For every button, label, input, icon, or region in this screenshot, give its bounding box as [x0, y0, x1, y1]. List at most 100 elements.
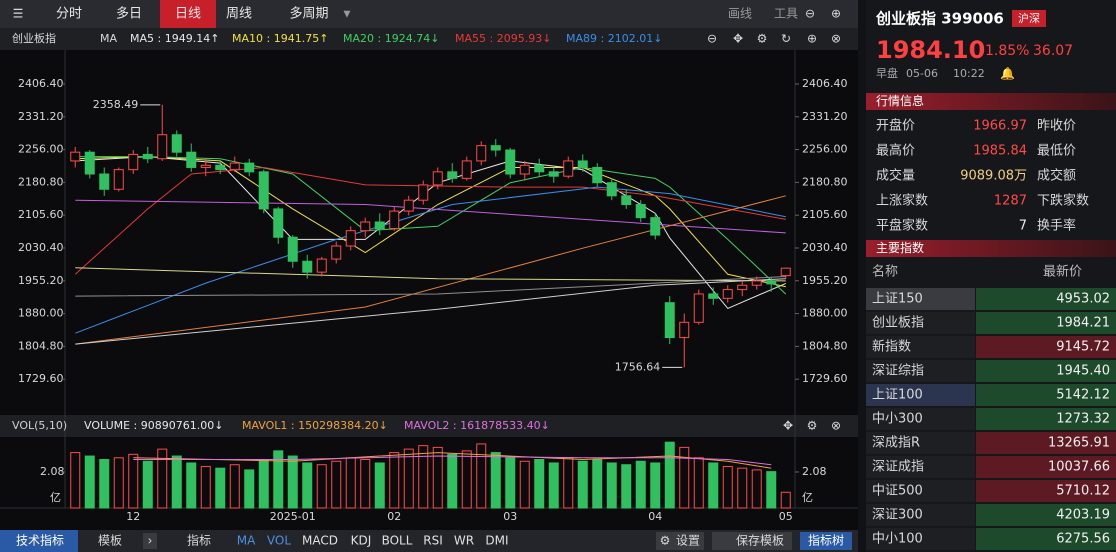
toolbar — [0, 0, 858, 28]
tree-button[interactable]: 指标树 — [808, 533, 844, 548]
name-cell[interactable] — [866, 312, 975, 334]
arrow: › — [148, 534, 153, 548]
info-label: 开盘价 — [876, 118, 915, 134]
tab[interactable]: 周线 — [226, 7, 252, 22]
candle-body — [403, 199, 414, 212]
arrow-box — [143, 533, 157, 549]
name-cell[interactable] — [866, 336, 975, 358]
indicator-item[interactable]: BOLL — [382, 534, 413, 548]
y-tick-label: 2180.80 — [802, 175, 848, 188]
session: 早盘 — [876, 66, 898, 80]
index-name[interactable]: 中小300 — [872, 412, 923, 427]
volume-bar — [592, 459, 603, 509]
name-cell[interactable] — [866, 408, 975, 430]
indicator-item[interactable]: RSI — [423, 534, 443, 548]
index-name[interactable]: 上证150 — [872, 292, 923, 307]
candle-body — [389, 210, 400, 230]
add[interactable]: ⊕ — [807, 32, 817, 46]
index-value: 5710.12 — [1056, 484, 1110, 499]
save-button[interactable]: 保存模板 — [736, 534, 784, 548]
date: 05-06 — [906, 67, 938, 80]
index-name[interactable]: 深证成指 — [872, 460, 924, 475]
name-cell[interactable] — [866, 360, 975, 382]
zoom-in[interactable]: ⊕ — [831, 7, 841, 21]
indicator-item[interactable]: MACD — [302, 534, 338, 548]
info-label: 昨收价 — [1037, 119, 1076, 134]
indicator-line — [75, 195, 786, 345]
close[interactable]: ⊗ — [831, 419, 841, 433]
y-tick-label: 2406.40 — [802, 77, 848, 90]
name-cell[interactable] — [866, 480, 975, 502]
indicator-tab[interactable]: 技术指标 — [16, 533, 64, 548]
tab[interactable]: 日线 — [175, 7, 201, 22]
candle-body — [664, 302, 675, 339]
value-cell — [976, 480, 1116, 502]
bell: 🔔 — [1000, 67, 1015, 81]
indicator-item[interactable]: VOL — [267, 534, 291, 548]
tag-bg — [1012, 10, 1046, 27]
indicator-line — [75, 156, 786, 310]
volume-bar — [186, 462, 197, 509]
tab[interactable]: 分时 — [56, 7, 82, 22]
name-cell[interactable] — [866, 384, 975, 406]
move[interactable]: ✥ — [733, 32, 743, 46]
candle-body — [447, 171, 458, 179]
candle-body — [302, 260, 313, 273]
zoom-out[interactable]: ⊖ — [805, 7, 815, 21]
index-value: 10037.66 — [1048, 460, 1110, 475]
index-value: 4203.19 — [1056, 508, 1110, 523]
indicator-line — [75, 199, 786, 234]
index-name[interactable]: 创业板指 — [872, 316, 924, 331]
settings[interactable]: ⚙ — [807, 419, 818, 433]
symbol-name: 创业板指 — [12, 31, 56, 45]
zoom-out[interactable]: ⊖ — [707, 32, 717, 46]
settings-button[interactable]: 设置 — [676, 534, 700, 548]
annotation: 1756.64 — [615, 360, 661, 373]
candle-body — [693, 293, 704, 323]
refresh[interactable]: ↻ — [781, 32, 791, 46]
draw-tool[interactable]: 画线 — [728, 7, 752, 21]
volume-bar — [650, 462, 661, 509]
tab[interactable]: 多周期 — [289, 6, 328, 22]
candle-body — [360, 221, 371, 232]
indicator-item[interactable]: MA — [237, 534, 256, 548]
volume-bar — [128, 453, 139, 509]
volume-bar — [142, 460, 153, 509]
indicator-item[interactable]: KDJ — [351, 534, 372, 548]
tools-menu[interactable]: 工具 — [774, 7, 798, 21]
candle-body — [737, 284, 748, 291]
name-cell[interactable] — [866, 528, 975, 550]
y-tick-label: 2105.60 — [802, 208, 848, 221]
close[interactable]: ⊗ — [831, 32, 841, 46]
dropdown-arrow: ▼ — [344, 10, 351, 20]
volume-bar — [534, 459, 545, 509]
candle-body — [374, 221, 385, 230]
indicator-item[interactable]: DMI — [485, 534, 508, 548]
settings[interactable]: ⚙ — [757, 32, 768, 46]
index-name[interactable]: 上证100 — [872, 388, 923, 403]
menu-icon[interactable]: ☰ — [13, 7, 24, 21]
tab[interactable]: 多日 — [116, 6, 142, 22]
ma-value: MA20 : 1924.74↓ — [343, 32, 439, 45]
index-value: 6275.56 — [1056, 532, 1110, 547]
index-name[interactable]: 中证500 — [872, 484, 923, 499]
info-value: 1985.84 — [973, 144, 1027, 159]
index-name[interactable]: 深证300 — [872, 508, 923, 523]
btn-bg — [800, 532, 852, 550]
indicator-item[interactable]: WR — [454, 534, 474, 548]
volume-bar — [374, 462, 385, 509]
name-cell[interactable] — [866, 288, 975, 310]
value-cell — [976, 432, 1116, 454]
index-name[interactable]: 深证综指 — [872, 364, 924, 379]
index-name[interactable]: 中小100 — [872, 532, 923, 547]
index-name[interactable]: 新指数 — [872, 339, 911, 355]
move[interactable]: ✥ — [783, 419, 793, 433]
y-tick-label: 2406.40 — [18, 77, 64, 90]
name-cell[interactable] — [866, 456, 975, 478]
template-button[interactable]: 模板 — [98, 534, 122, 548]
name-cell[interactable] — [866, 504, 975, 526]
index-name[interactable]: 深成指R — [872, 436, 920, 451]
candle-body — [157, 134, 168, 160]
y-tick-label: 2030.40 — [802, 241, 848, 254]
name-cell[interactable] — [866, 432, 975, 454]
